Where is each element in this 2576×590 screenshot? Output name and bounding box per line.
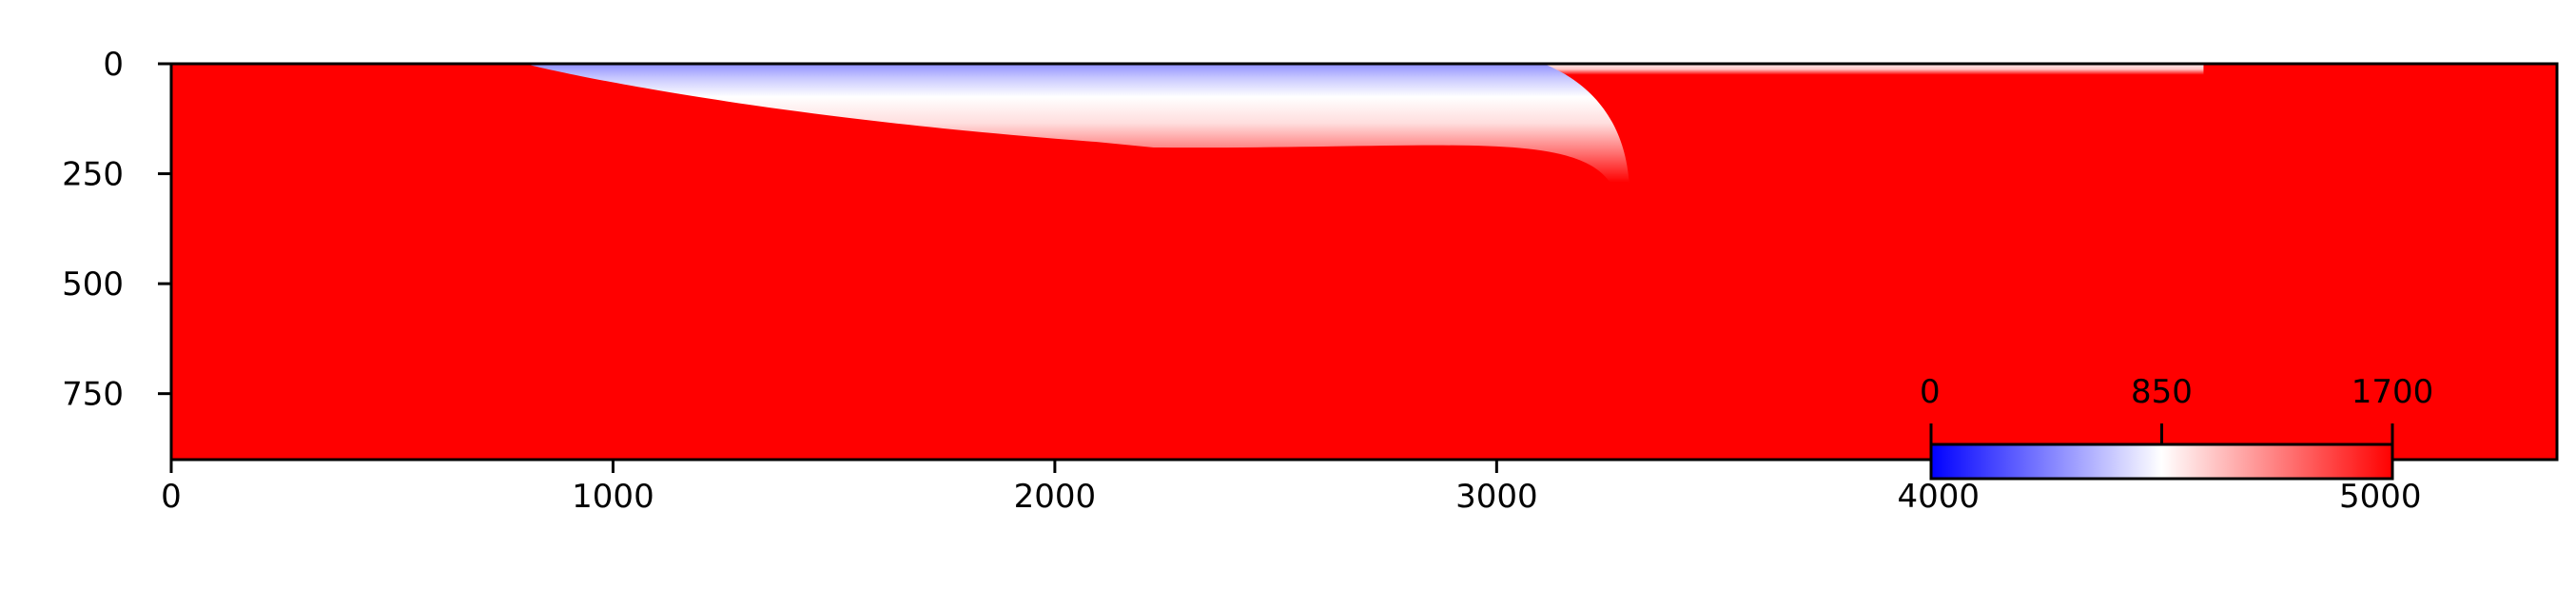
y-tick-label: 250 — [62, 156, 124, 194]
y-tick-label: 0 — [103, 46, 124, 84]
x-tick-label: 0 — [161, 478, 182, 516]
colorbar-tick-label: 1700 — [2352, 373, 2434, 411]
heatmap-low-value-layer — [524, 64, 1630, 183]
colorbar-ticks: 0 850 1700 — [1920, 373, 2433, 444]
colorbar-gradient — [1931, 444, 2392, 479]
y-tick-label: 750 — [62, 376, 124, 414]
plot-area — [171, 64, 2557, 460]
plot-frame — [169, 62, 2559, 462]
x-tick-label: 1000 — [572, 478, 654, 516]
colorbar-tick-label: 0 — [1920, 373, 1941, 411]
colorbar-tick-label: 850 — [2131, 373, 2193, 411]
heatmap-surface-strip — [1540, 64, 2204, 75]
x-tick-label: 3000 — [1455, 478, 1538, 516]
x-tick-label: 4000 — [1898, 478, 1981, 516]
y-tick-label: 500 — [62, 266, 124, 304]
x-tick-label: 2000 — [1014, 478, 1097, 516]
x-tick-label: 5000 — [2339, 478, 2422, 516]
y-axis: 0 250 500 750 — [62, 46, 171, 414]
colorbar: 0 850 1700 — [1920, 373, 2433, 481]
x-axis: 0 1000 2000 3000 4000 5000 — [161, 460, 2421, 516]
